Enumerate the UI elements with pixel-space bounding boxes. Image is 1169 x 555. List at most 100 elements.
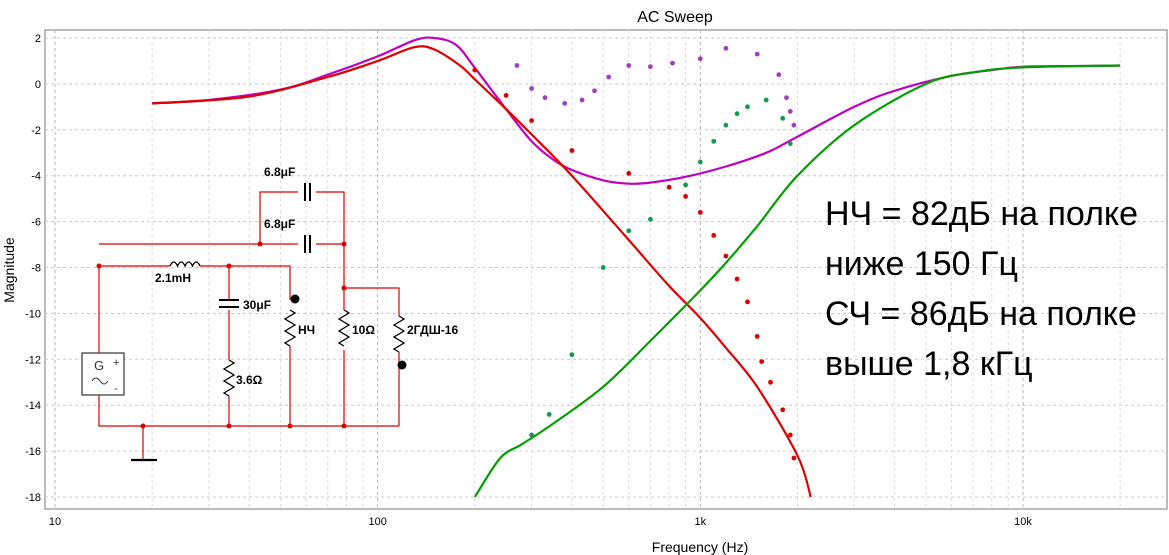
x-tick-label: 10k bbox=[1014, 516, 1032, 528]
junction-dot bbox=[341, 423, 347, 429]
point-total-dotted bbox=[606, 74, 612, 80]
y-tick-label: -2 bbox=[31, 125, 41, 137]
junction-dot bbox=[96, 263, 102, 269]
chart-title: AC Sweep bbox=[637, 9, 713, 26]
resistor-lf bbox=[283, 309, 297, 347]
y-tick-label: -10 bbox=[25, 308, 41, 320]
wire-cap-return bbox=[316, 191, 345, 245]
point-midrange-dotted bbox=[600, 265, 606, 270]
y-tick-label: -6 bbox=[31, 217, 41, 229]
x-tick-label: 10 bbox=[49, 516, 61, 528]
point-total-dotted bbox=[529, 86, 534, 91]
point-woofer-dotted bbox=[711, 233, 717, 238]
series-woofer-solid bbox=[152, 45, 812, 498]
point-woofer-dotted bbox=[569, 148, 575, 153]
point-total-dotted bbox=[697, 56, 703, 62]
generator-minus: - bbox=[114, 383, 118, 395]
point-woofer-dotted bbox=[626, 171, 632, 176]
label-r2: 10Ω bbox=[352, 323, 375, 337]
y-tick-label: -14 bbox=[25, 400, 41, 412]
point-midrange-dotted bbox=[780, 115, 786, 121]
y-tick-label: -4 bbox=[31, 171, 41, 183]
junction-dot bbox=[257, 241, 263, 247]
annotation-mid-range: выше 1,8 кГц bbox=[825, 345, 1033, 383]
annotation-lf-range: ниже 150 Гц bbox=[825, 245, 1018, 283]
point-woofer-dotted bbox=[759, 359, 765, 364]
point-total-dotted bbox=[626, 63, 632, 68]
point-total-dotted bbox=[787, 109, 793, 114]
junction-dot bbox=[226, 423, 232, 429]
y-tick-label: 0 bbox=[35, 79, 41, 91]
junction-dot bbox=[140, 423, 146, 429]
point-midrange-dotted bbox=[569, 352, 575, 358]
point-woofer-dotted bbox=[780, 407, 786, 413]
sine-icon bbox=[91, 377, 109, 385]
point-total-dotted bbox=[723, 45, 729, 51]
label-c3: 30μF bbox=[243, 298, 271, 312]
point-woofer-dotted bbox=[503, 93, 509, 98]
generator-box bbox=[81, 352, 125, 396]
point-midrange-dotted bbox=[626, 228, 632, 234]
junction-dots bbox=[96, 241, 347, 429]
point-midrange-dotted bbox=[763, 97, 769, 103]
annotation-lf-level: НЧ = 82дБ на полке bbox=[825, 195, 1138, 233]
probe-marker-mid bbox=[397, 360, 407, 370]
point-midrange-dotted bbox=[711, 138, 717, 144]
point-total-dotted bbox=[579, 97, 585, 103]
point-woofer-dotted bbox=[472, 67, 478, 73]
grid bbox=[45, 30, 1167, 509]
capacitor-2 bbox=[304, 235, 311, 253]
point-midrange-dotted bbox=[745, 104, 750, 110]
x-axis-label: Frequency (Hz) bbox=[652, 539, 748, 555]
speaker-resistor bbox=[392, 315, 406, 353]
plot-frame bbox=[44, 29, 1168, 510]
y-tick-label: -18 bbox=[25, 492, 41, 504]
point-midrange-dotted bbox=[529, 432, 534, 438]
point-woofer-dotted bbox=[787, 432, 793, 438]
wire-cap-upper bbox=[259, 191, 298, 244]
crossover-schematic bbox=[98, 191, 406, 460]
point-total-dotted bbox=[592, 88, 597, 94]
point-midrange-dotted bbox=[787, 141, 793, 147]
junction-dot bbox=[287, 423, 293, 429]
generator-symbol: G + - bbox=[81, 352, 125, 396]
series-midrange-solid bbox=[473, 64, 1121, 498]
point-woofer-dotted bbox=[734, 276, 740, 282]
label-c1: 6.8μF bbox=[264, 165, 295, 179]
label-speaker: 2ГДШ-16 bbox=[407, 323, 458, 337]
y-tick-label: -12 bbox=[25, 354, 41, 366]
point-woofer-dotted bbox=[768, 379, 773, 385]
resistor-3-6 bbox=[222, 359, 236, 397]
point-woofer-dotted bbox=[723, 253, 729, 259]
probe-marker-lf bbox=[290, 294, 300, 304]
y-tick-label: 2 bbox=[35, 33, 41, 45]
series-layer bbox=[152, 36, 1121, 498]
junction-dot bbox=[341, 285, 347, 291]
label-r1: 3.6Ω bbox=[236, 373, 263, 387]
label-lf: НЧ bbox=[298, 323, 315, 337]
point-woofer-dotted bbox=[529, 118, 534, 123]
point-total-dotted bbox=[648, 64, 653, 70]
y-axis-label: Magnitude bbox=[1, 237, 17, 303]
resistor-10 bbox=[337, 309, 351, 347]
x-axis-ticks: 10 100 1k 10k bbox=[49, 516, 1032, 528]
point-total-dotted bbox=[562, 101, 568, 106]
x-tick-label: 100 bbox=[368, 516, 386, 528]
label-l1: 2.1mH bbox=[155, 271, 191, 285]
point-total-dotted bbox=[754, 51, 760, 57]
generator-label: G bbox=[94, 358, 104, 373]
point-woofer-dotted bbox=[791, 455, 797, 461]
point-woofer-dotted bbox=[754, 334, 760, 339]
wire-main bbox=[98, 266, 399, 427]
point-midrange-dotted bbox=[734, 111, 740, 117]
point-midrange-dotted bbox=[723, 122, 729, 128]
point-woofer-dotted bbox=[697, 210, 703, 215]
capacitor-30 bbox=[219, 299, 239, 308]
point-midrange-dotted bbox=[697, 159, 703, 165]
inductor-symbol bbox=[169, 261, 201, 268]
x-tick-label: 1k bbox=[695, 516, 707, 528]
capacitor-1 bbox=[304, 183, 311, 201]
point-woofer-dotted bbox=[666, 184, 672, 190]
